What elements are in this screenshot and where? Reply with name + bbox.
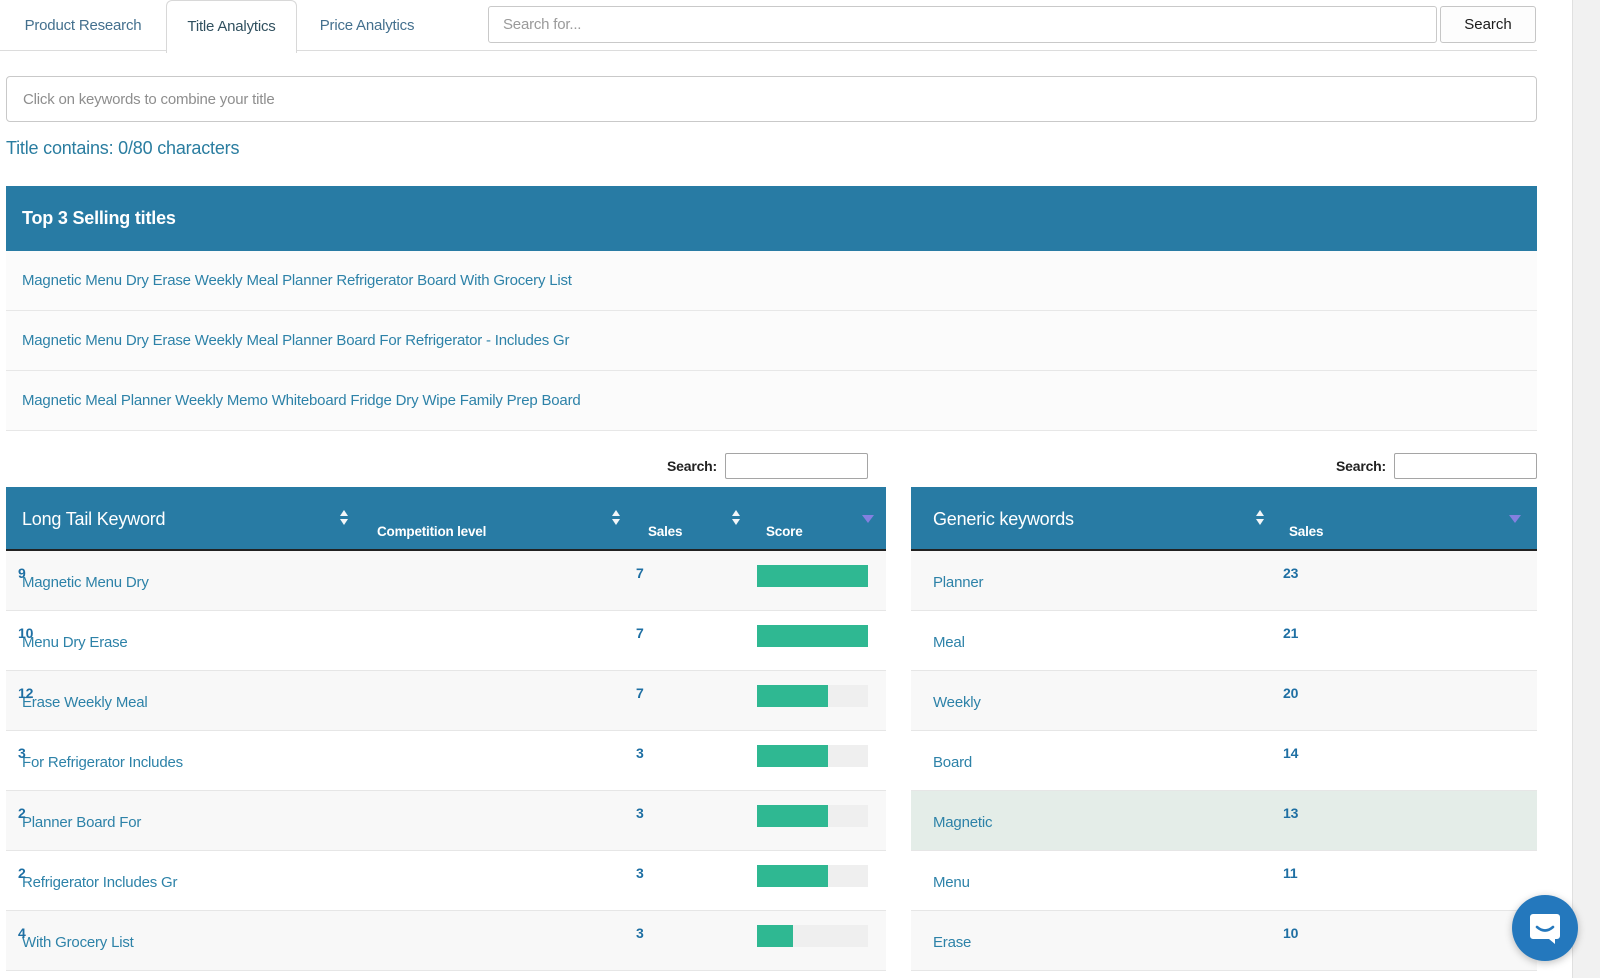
scrollbar-gutter[interactable]: [1572, 0, 1600, 978]
table-row[interactable]: Planner 23: [911, 551, 1537, 611]
sort-icon[interactable]: [340, 510, 348, 525]
keyword-link[interactable]: Magnetic Menu Dry: [22, 574, 149, 591]
table-row[interactable]: Weekly 20: [911, 671, 1537, 731]
selling-title-row[interactable]: Magnetic Menu Dry Erase Weekly Meal Plan…: [6, 251, 1537, 311]
title-character-counter: Title contains: 0/80 characters: [6, 138, 240, 158]
sales-value: 7: [636, 685, 644, 701]
keyword-link[interactable]: Planner Board For: [22, 814, 142, 831]
tabs-divider: [0, 50, 1537, 51]
keyword-link[interactable]: Menu: [933, 874, 970, 891]
sales-value: 10: [1283, 925, 1299, 941]
competition-value: 10: [18, 625, 34, 641]
search-label: Search:: [667, 457, 717, 474]
table-row-selected[interactable]: Magnetic 13: [911, 791, 1537, 851]
selling-title-row[interactable]: Magnetic Menu Dry Erase Weekly Meal Plan…: [6, 311, 1537, 371]
sales-value: 3: [636, 865, 644, 881]
sales-value: 3: [636, 745, 644, 761]
sort-desc-icon[interactable]: [1509, 515, 1521, 523]
table-row[interactable]: Menu 11: [911, 851, 1537, 911]
column-header-generic-keywords[interactable]: Generic keywords: [933, 509, 1074, 529]
table-row[interactable]: Meal 21: [911, 611, 1537, 671]
tab-product-research[interactable]: Product Research: [24, 17, 142, 34]
table-row[interactable]: Magnetic Menu Dry 9 7: [6, 551, 886, 611]
keyword-link[interactable]: Erase: [933, 934, 972, 951]
keyword-link[interactable]: Meal: [933, 634, 965, 651]
sales-value: 20: [1283, 685, 1299, 701]
table-row[interactable]: Refrigerator Includes Gr 2 3: [6, 851, 886, 911]
keyword-link[interactable]: For Refrigerator Includes: [22, 754, 183, 771]
sales-value: 23: [1283, 565, 1299, 581]
score-bar: [757, 865, 868, 887]
longtail-table-search-input[interactable]: [725, 452, 868, 479]
table-row[interactable]: Menu Dry Erase 10 7: [6, 611, 886, 671]
generic-table-search-input[interactable]: [1394, 452, 1537, 479]
search-input[interactable]: [488, 6, 1437, 43]
keyword-link[interactable]: Menu Dry Erase: [22, 634, 128, 651]
table-row[interactable]: Planner Board For 2 3: [6, 791, 886, 851]
table-row[interactable]: With Grocery List 4 3: [6, 911, 886, 971]
chat-bubble-icon: [1530, 914, 1560, 944]
column-header-score[interactable]: Score: [766, 524, 803, 539]
sort-icon[interactable]: [1256, 510, 1264, 525]
keyword-link[interactable]: Magnetic: [933, 814, 993, 831]
search-label: Search:: [1336, 457, 1386, 474]
longtail-table-header: Long Tail Keyword Competition level Sale…: [6, 487, 886, 551]
column-header-sales[interactable]: Sales: [648, 524, 683, 539]
competition-value: 9: [18, 565, 26, 581]
sort-icon[interactable]: [732, 510, 740, 525]
selling-title-row[interactable]: Magnetic Meal Planner Weekly Memo Whiteb…: [6, 371, 1537, 431]
score-bar: [757, 805, 868, 827]
sales-value: 14: [1283, 745, 1299, 761]
sales-value: 21: [1283, 625, 1299, 641]
generic-search-control: Search:: [1269, 452, 1537, 479]
column-header-keyword[interactable]: Long Tail Keyword: [22, 509, 166, 529]
sales-value: 7: [636, 565, 644, 581]
keyword-link[interactable]: With Grocery List: [22, 934, 134, 951]
keyword-link[interactable]: Erase Weekly Meal: [22, 694, 148, 711]
tab-price-analytics[interactable]: Price Analytics: [319, 17, 415, 34]
score-bar: [757, 625, 868, 647]
score-bar: [757, 745, 868, 767]
sort-icon[interactable]: [612, 510, 620, 525]
longtail-keyword-table: Long Tail Keyword Competition level Sale…: [6, 487, 886, 971]
top-selling-titles-header: Top 3 Selling titles: [6, 186, 1537, 251]
search-button[interactable]: Search: [1440, 6, 1536, 43]
competition-value: 3: [18, 745, 26, 761]
sales-value: 11: [1283, 865, 1298, 881]
keyword-link[interactable]: Refrigerator Includes Gr: [22, 874, 178, 891]
longtail-search-control: Search:: [600, 452, 868, 479]
title-combine-input[interactable]: [6, 76, 1537, 122]
keyword-link[interactable]: Planner: [933, 574, 984, 591]
score-bar: [757, 925, 868, 947]
keyword-link[interactable]: Weekly: [933, 694, 981, 711]
sales-value: 7: [636, 625, 644, 641]
competition-value: 4: [18, 925, 26, 941]
tab-title-analytics[interactable]: Title Analytics: [166, 0, 297, 53]
table-row[interactable]: Erase Weekly Meal 12 7: [6, 671, 886, 731]
generic-keyword-table: Generic keywords Sales Planner 23 Meal 2…: [911, 487, 1537, 971]
column-header-competition[interactable]: Competition level: [377, 524, 487, 539]
competition-value: 2: [18, 805, 26, 821]
table-row[interactable]: Board 14: [911, 731, 1537, 791]
sales-value: 13: [1283, 805, 1299, 821]
generic-table-header: Generic keywords Sales: [911, 487, 1537, 551]
keyword-link[interactable]: Board: [933, 754, 973, 771]
chat-launcher-button[interactable]: [1512, 895, 1578, 961]
column-header-sales[interactable]: Sales: [1289, 524, 1324, 539]
competition-value: 12: [18, 685, 34, 701]
score-bar: [757, 685, 868, 707]
competition-value: 2: [18, 865, 26, 881]
sort-desc-icon[interactable]: [862, 515, 874, 523]
sales-value: 3: [636, 805, 644, 821]
table-row[interactable]: For Refrigerator Includes 3 3: [6, 731, 886, 791]
score-bar: [757, 565, 868, 587]
sales-value: 3: [636, 925, 644, 941]
table-row[interactable]: Erase 10: [911, 911, 1537, 971]
